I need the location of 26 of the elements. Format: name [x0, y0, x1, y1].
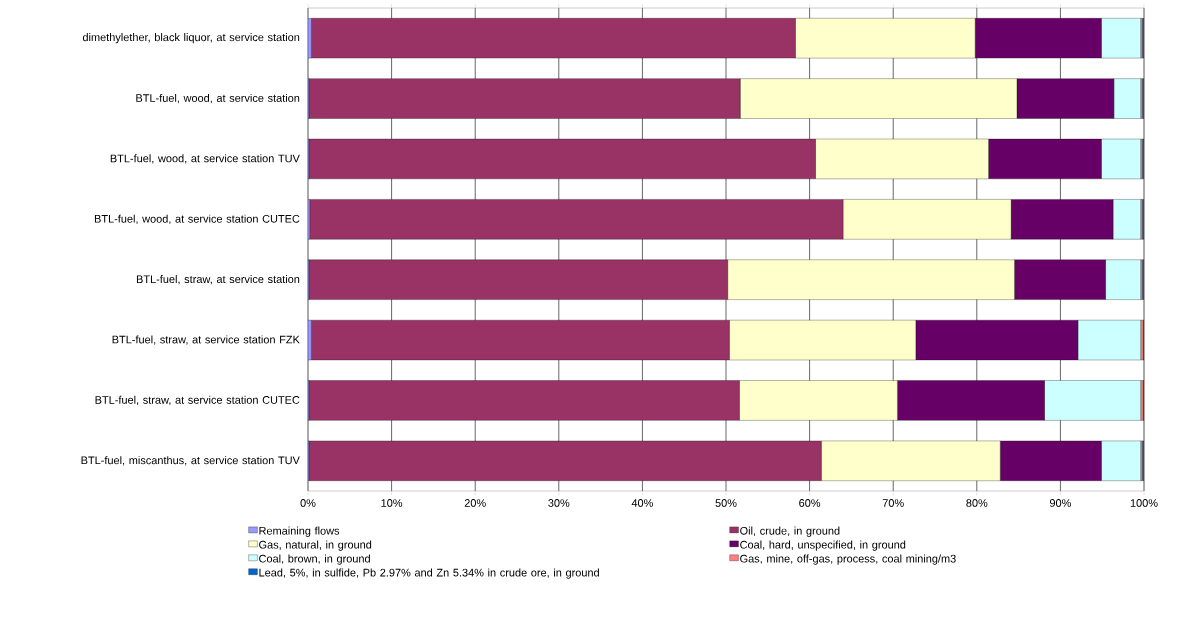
- x-tick-label: 40%: [631, 499, 653, 507]
- x-tick-label: 70%: [882, 499, 904, 507]
- x-tick-label: 30%: [548, 499, 570, 507]
- x-tick-label: 100%: [1130, 499, 1158, 507]
- legend-label: Gas, mine, off-gas, process, coal mining/m3: [740, 554, 956, 565]
- x-tick-label: 90%: [1049, 499, 1071, 507]
- y-tick-label: BTL-fuel, straw, at service station FZK: [112, 335, 300, 345]
- y-tick-label: BTL-fuel, straw, at service station: [136, 275, 300, 285]
- y-tick-label: BTL-fuel, wood, at service station TUV: [110, 154, 300, 164]
- x-tick-label: 80%: [966, 499, 988, 507]
- legend-label: Coal, brown, in ground: [259, 554, 370, 565]
- y-tick-label: BTL-fuel, wood, at service station CUTEC: [94, 214, 300, 224]
- y-tick-label: BTL-fuel, wood, at service station: [136, 93, 300, 104]
- y-tick-label: BTL-fuel, miscanthus, at service station TUV: [81, 456, 300, 466]
- y-tick-label: dimethylether, black liquor, at service station: [82, 33, 300, 44]
- x-tick-label: 0%: [300, 499, 316, 507]
- x-tick-label: 50%: [715, 499, 737, 507]
- legend-label: Oil, crude, in ground: [740, 526, 840, 537]
- legend-label: Gas, natural, in ground: [259, 540, 372, 551]
- legend-label: Lead, 5%, in sulfide, Pb 2.97% and Zn 5.34% in crude ore, in ground: [259, 568, 599, 579]
- legend-label: Remaining flows: [259, 526, 340, 537]
- legend-label: Coal, hard, unspecified, in ground: [740, 540, 906, 551]
- x-tick-label: 10%: [381, 499, 403, 507]
- x-tick-label: 20%: [464, 499, 486, 507]
- x-tick-label: 60%: [799, 499, 821, 507]
- y-tick-label: BTL-fuel, straw, at service station CUTEC: [95, 395, 300, 406]
